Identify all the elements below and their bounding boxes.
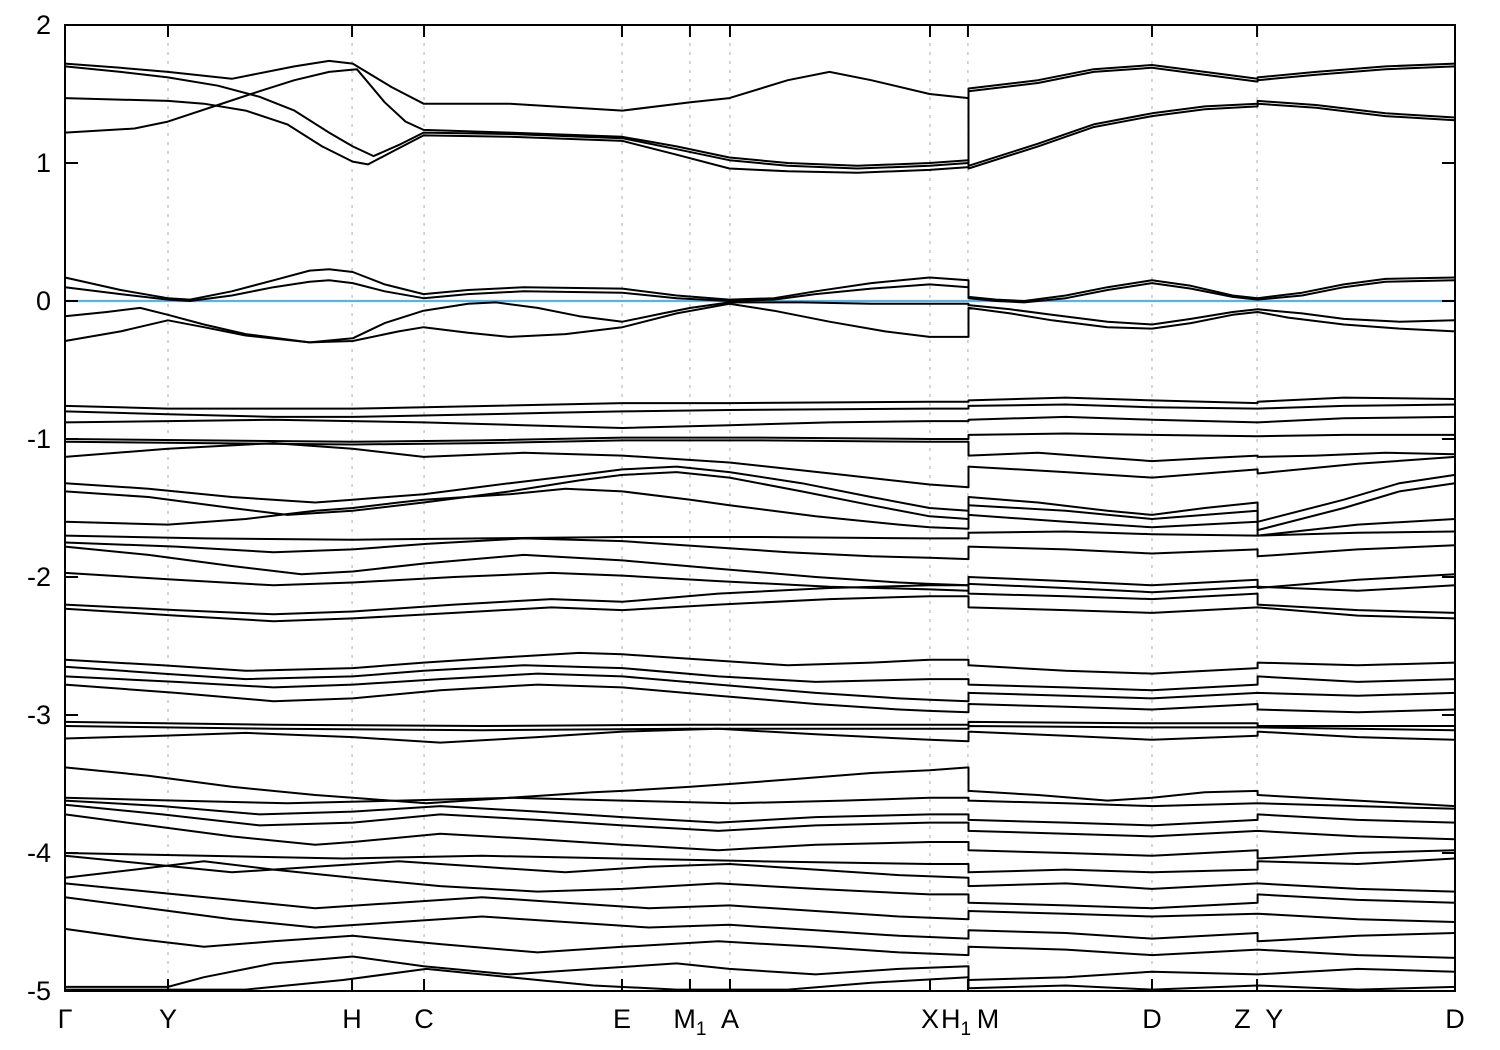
x-axis-kpoint-label: Γ	[58, 1004, 73, 1034]
plot-frame	[64, 24, 1456, 992]
y-axis-tick-label: -3	[27, 700, 51, 730]
x-axis-kpoint-label: H	[342, 1004, 362, 1034]
band-line	[64, 571, 1456, 594]
band-line	[64, 720, 1456, 727]
band-line	[64, 860, 1456, 910]
band-line	[64, 683, 1456, 714]
band-line	[64, 465, 1456, 523]
band-line	[64, 268, 1456, 302]
band-line	[64, 403, 1456, 418]
x-axis-kpoint-label: Z	[1234, 1004, 1251, 1034]
band-line	[64, 59, 1456, 112]
y-axis-tick-label: 2	[36, 10, 51, 40]
x-axis-kpoint-label: Y	[1265, 1004, 1283, 1034]
y-axis-tick-label: -2	[27, 562, 51, 592]
x-axis-kpoint-label: E	[613, 1004, 631, 1034]
x-axis-kpoint-label: M	[977, 1004, 1000, 1034]
band-line	[64, 882, 1456, 923]
band-line	[64, 803, 1456, 841]
band-line	[64, 97, 1456, 174]
band-line	[64, 725, 1456, 732]
band-line	[64, 927, 1456, 959]
band-line	[64, 584, 1456, 616]
band-line	[64, 279, 1456, 304]
band-line	[64, 852, 1456, 874]
band-line	[64, 651, 1456, 675]
band-line	[64, 302, 1456, 344]
band-line	[64, 664, 1456, 692]
x-axis-kpoint-label: D	[1445, 1004, 1465, 1034]
band-line	[64, 530, 1456, 541]
x-axis-kpoint-label: Y	[159, 1004, 177, 1034]
y-axis-tick-label: -5	[27, 976, 51, 1006]
x-axis-kpoint-label: M1	[673, 1004, 706, 1040]
band-line	[64, 727, 1456, 744]
y-axis-tick-label: -4	[27, 838, 51, 868]
band-line	[64, 672, 1456, 703]
band-line	[64, 967, 1456, 991]
x-axis-kpoint-label: H1	[941, 1004, 971, 1040]
band-line	[64, 799, 1456, 827]
x-axis-kpoint-label: A	[721, 1004, 739, 1034]
band-line	[64, 595, 1456, 623]
band-line	[64, 487, 1456, 537]
band-line	[64, 854, 1456, 893]
y-axis-tick-label: 0	[36, 286, 51, 316]
band-line	[64, 537, 1456, 561]
band-line	[64, 396, 1456, 410]
band-line	[64, 471, 1456, 532]
band-line	[64, 415, 1456, 429]
y-axis-tick-label: 1	[36, 148, 51, 178]
band-line	[64, 896, 1456, 943]
band-line	[64, 813, 1456, 860]
band-line	[64, 65, 1456, 170]
y-axis-tick-label: -1	[27, 424, 51, 454]
band-line	[64, 766, 1456, 808]
band-line	[64, 442, 1456, 489]
band-line	[64, 439, 1456, 463]
x-axis-kpoint-label: C	[414, 1004, 434, 1034]
x-axis-kpoint-label: D	[1142, 1004, 1162, 1034]
band-line	[64, 796, 1456, 810]
band-line	[64, 432, 1456, 443]
x-axis-kpoint-label: X	[921, 1004, 939, 1034]
band-line	[64, 68, 1456, 170]
band-line	[64, 955, 1456, 988]
band-line	[64, 545, 1456, 589]
